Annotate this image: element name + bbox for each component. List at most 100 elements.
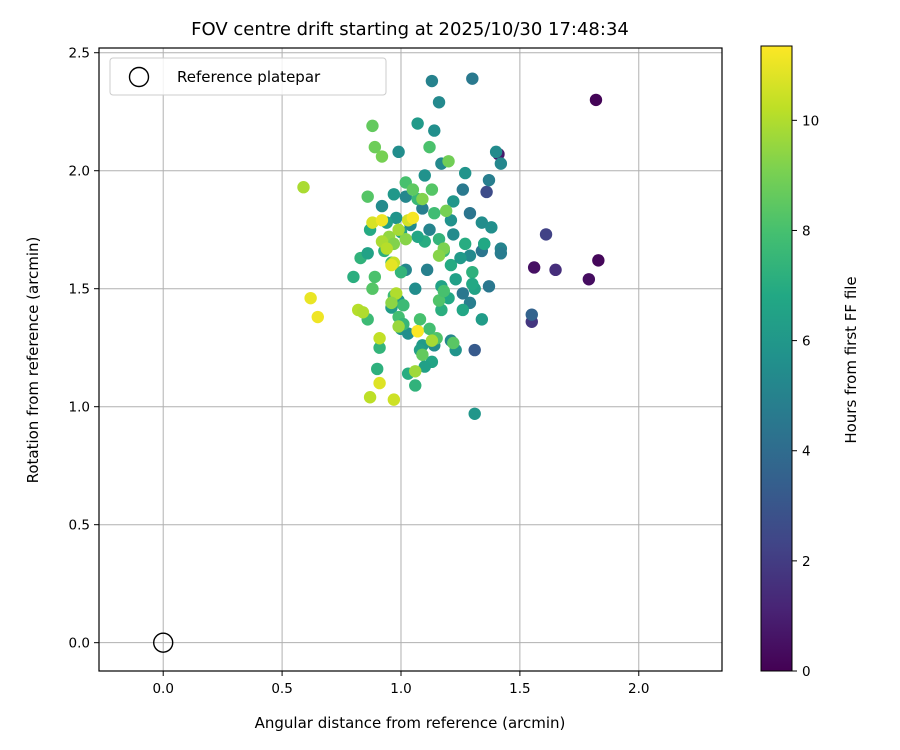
data-point <box>385 296 398 310</box>
colorbar-tick-label: 4 <box>802 444 811 460</box>
x-tick-label: 1.5 <box>509 681 530 697</box>
data-point <box>392 145 405 159</box>
data-point <box>366 119 379 133</box>
data-point <box>423 322 436 336</box>
reference-platepar-marker <box>153 632 174 653</box>
data-point <box>366 282 379 295</box>
legend: Reference platepar <box>109 57 387 96</box>
data-point <box>373 376 386 390</box>
data-point <box>432 96 446 109</box>
x-tick-label: 0.5 <box>271 681 292 697</box>
data-point <box>390 211 403 225</box>
plot-area <box>99 48 722 671</box>
colorbar-ticks: 0 2 4 6 8 10 <box>792 113 819 680</box>
y-tick-label: 1.0 <box>69 400 90 416</box>
data-point <box>456 303 470 317</box>
data-point <box>447 228 460 241</box>
data-point <box>418 169 431 182</box>
data-point <box>420 263 434 277</box>
data-point <box>406 211 420 225</box>
data-point <box>466 72 479 85</box>
data-point <box>466 277 479 291</box>
data-point <box>304 291 317 305</box>
data-point <box>368 270 382 284</box>
data-point <box>466 265 479 279</box>
data-point <box>432 294 446 307</box>
data-point <box>418 360 431 373</box>
data-point <box>411 117 424 130</box>
data-point <box>375 214 389 227</box>
data-point <box>356 306 370 319</box>
data-point <box>423 140 436 154</box>
x-tick-label: 1.0 <box>390 681 411 697</box>
data-point <box>368 140 382 154</box>
data-point <box>539 228 553 241</box>
data-point <box>439 204 453 218</box>
data-point <box>489 145 503 159</box>
data-point <box>363 391 377 404</box>
data-point <box>437 284 450 298</box>
data-point <box>409 379 422 392</box>
data-point <box>297 181 310 194</box>
colorbar-tick-label: 0 <box>802 664 811 680</box>
data-point <box>375 150 389 163</box>
data-point <box>456 287 470 300</box>
data-point <box>411 324 424 338</box>
y-tick-label: 1.5 <box>69 282 90 298</box>
legend-reference-icon <box>128 66 150 88</box>
data-point <box>392 223 405 236</box>
y-tick-label: 2.5 <box>69 46 90 62</box>
data-point <box>416 202 429 215</box>
data-point <box>387 188 401 201</box>
colorbar: 0 2 4 6 8 10 Hours from first FF file <box>760 45 860 680</box>
data-point <box>361 247 374 260</box>
data-point <box>387 393 401 406</box>
x-tick-label: 0.0 <box>152 681 173 697</box>
data-point <box>480 185 493 199</box>
data-point <box>456 183 470 196</box>
data-point <box>361 190 374 203</box>
data-point <box>416 192 429 206</box>
data-point <box>475 313 489 326</box>
data-point <box>475 216 489 229</box>
data-point <box>373 332 386 345</box>
data-point <box>589 93 603 107</box>
data-point <box>447 195 460 208</box>
legend-entry-reference-platepar: Reference platepar <box>177 68 321 86</box>
colorbar-tick-label: 10 <box>802 113 819 129</box>
data-point <box>366 216 379 229</box>
colorbar-gradient <box>760 45 793 672</box>
data-point <box>463 206 477 220</box>
y-axis-ticks: 0.0 0.5 1.0 1.5 2.0 2.5 <box>69 46 99 652</box>
data-point <box>458 237 472 251</box>
data-point <box>468 407 481 420</box>
data-point <box>449 273 462 286</box>
data-point <box>549 263 562 277</box>
data-point <box>482 173 496 187</box>
data-point <box>425 183 439 196</box>
data-point <box>447 336 460 350</box>
data-point <box>394 265 408 279</box>
data-point <box>423 223 436 236</box>
chart-title: FOV centre drift starting at 2025/10/30 … <box>191 19 629 40</box>
colorbar-tick-label: 8 <box>802 223 811 239</box>
data-points <box>297 72 605 420</box>
data-point <box>444 258 458 272</box>
x-tick-label: 2.0 <box>628 681 649 697</box>
data-point <box>390 287 403 300</box>
data-point <box>582 273 596 286</box>
data-point <box>425 74 439 88</box>
data-point <box>454 251 467 265</box>
data-point <box>409 365 422 378</box>
data-point <box>494 157 508 170</box>
legend-box <box>109 57 387 96</box>
data-point <box>482 280 496 293</box>
y-tick-label: 0.5 <box>69 518 90 534</box>
data-point <box>494 247 508 260</box>
data-point <box>392 320 405 333</box>
data-point <box>399 232 412 246</box>
data-point <box>371 362 384 376</box>
data-point <box>375 199 389 213</box>
y-tick-label: 0.0 <box>69 636 90 652</box>
